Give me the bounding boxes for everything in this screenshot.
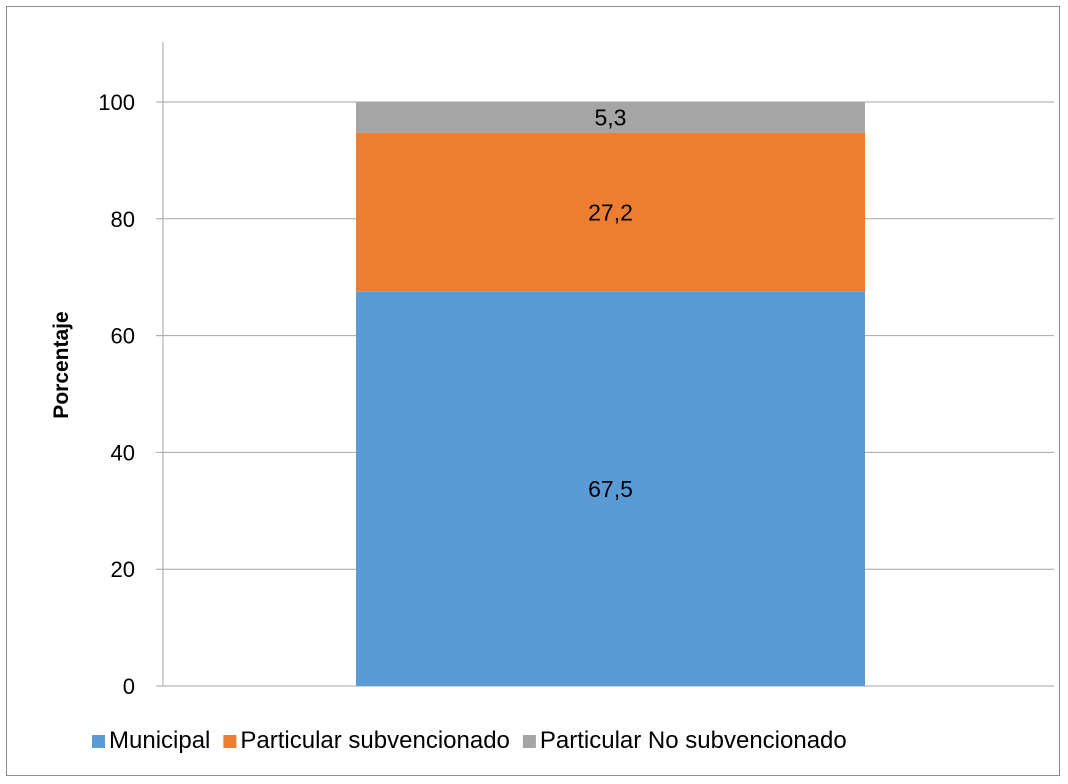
bars: 67,5 27,2 5,3 [356,102,865,686]
bar-segment [356,132,865,292]
legend-swatch [223,735,237,748]
legend-swatch [92,735,105,748]
legend: Municipal Particular subvencionado Particu… [92,727,847,754]
y-tick-label: 40 [111,440,135,465]
y-axis-label: Porcentaje [50,311,73,418]
bar-segment [356,291,865,686]
data-label: 27,2 [588,199,633,225]
legend-label: Particular No subvencionado [540,727,847,754]
y-tick-label: 100 [98,90,135,115]
legend-swatch [522,735,536,748]
y-tick-label: 0 [123,674,135,699]
data-label: 5,3 [595,104,627,130]
y-axis-ticks: 0 20 40 60 80 100 [98,90,135,699]
y-tick-label: 60 [111,324,135,349]
y-tick-label: 20 [111,557,135,582]
data-label: 67,5 [588,476,633,502]
legend-label: Municipal [109,727,210,754]
y-tick-label: 80 [111,207,135,232]
legend-label: Particular subvencionado [240,727,510,754]
bar-segment [356,102,865,133]
